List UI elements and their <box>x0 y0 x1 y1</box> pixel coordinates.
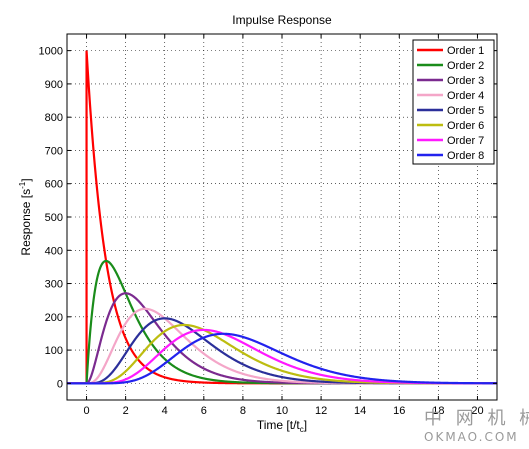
x-tick-label: 4 <box>162 405 168 417</box>
series-layer <box>67 50 498 385</box>
y-tick-label: 700 <box>45 145 63 157</box>
y-axis-label-main: Response [s <box>19 189 33 256</box>
legend: Order 1 Order 2 Order 3 Order 4 Order 5 Order… <box>412 39 495 165</box>
y-tick-label: 800 <box>45 112 63 124</box>
legend-entry-label: Order 3 <box>447 75 484 87</box>
x-axis-label-sub: c <box>300 425 304 434</box>
legend-entry-label: Order 6 <box>447 120 484 132</box>
x-tick-label: 8 <box>240 405 246 417</box>
watermark-cn: 中 网 机 械 <box>424 408 529 429</box>
x-tick-label: 6 <box>201 405 207 417</box>
watermark-en: OKMAO.COM <box>424 430 519 444</box>
legend-entry-label: Order 8 <box>447 150 484 162</box>
x-tick-label: 2 <box>123 405 129 417</box>
y-axis-label-sup: -1 <box>18 181 27 189</box>
chart-title: Impulse Response <box>232 13 332 27</box>
y-tick-label: 600 <box>45 179 63 191</box>
y-axis-label: Response [s-1] <box>18 178 33 255</box>
series-line-order-7 <box>67 328 497 385</box>
x-axis-label-main: Time [t/t <box>257 418 301 432</box>
tick-layer: 0 2 4 6 8 10 12 14 16 18 2001002003004005006007008… <box>39 34 497 417</box>
y-tick-label: 0 <box>57 378 63 390</box>
x-axis-label-end: ] <box>304 418 307 432</box>
legend-box <box>412 39 495 165</box>
legend-entry-label: Order 5 <box>447 105 484 117</box>
y-tick-label: 900 <box>45 79 63 91</box>
y-axis-label-end: ] <box>19 178 33 181</box>
y-tick-label: 400 <box>45 245 63 257</box>
watermark: 中 网 机 械 OKMAO.COM <box>424 408 529 444</box>
legend-entry-label: Order 7 <box>447 135 484 147</box>
legend-entry-label: Order 4 <box>447 90 484 102</box>
y-tick-label: 500 <box>45 212 63 224</box>
x-tick-label: 16 <box>393 405 405 417</box>
legend-entry-label: Order 2 <box>447 60 484 72</box>
x-tick-label: 10 <box>276 405 288 417</box>
legend-entry-label: Order 1 <box>447 45 484 57</box>
y-tick-label: 1000 <box>39 46 63 58</box>
x-tick-label: 14 <box>354 405 366 417</box>
series-line-order-8 <box>67 332 497 385</box>
y-tick-label: 100 <box>45 345 63 357</box>
y-tick-label: 300 <box>45 279 63 291</box>
x-tick-label: 18 <box>432 405 444 417</box>
x-tick-label: 20 <box>471 405 483 417</box>
x-tick-label: 0 <box>83 405 89 417</box>
x-axis-label: Time [t/tc] <box>257 418 307 434</box>
y-tick-label: 200 <box>45 312 63 324</box>
x-tick-label: 12 <box>315 405 327 417</box>
